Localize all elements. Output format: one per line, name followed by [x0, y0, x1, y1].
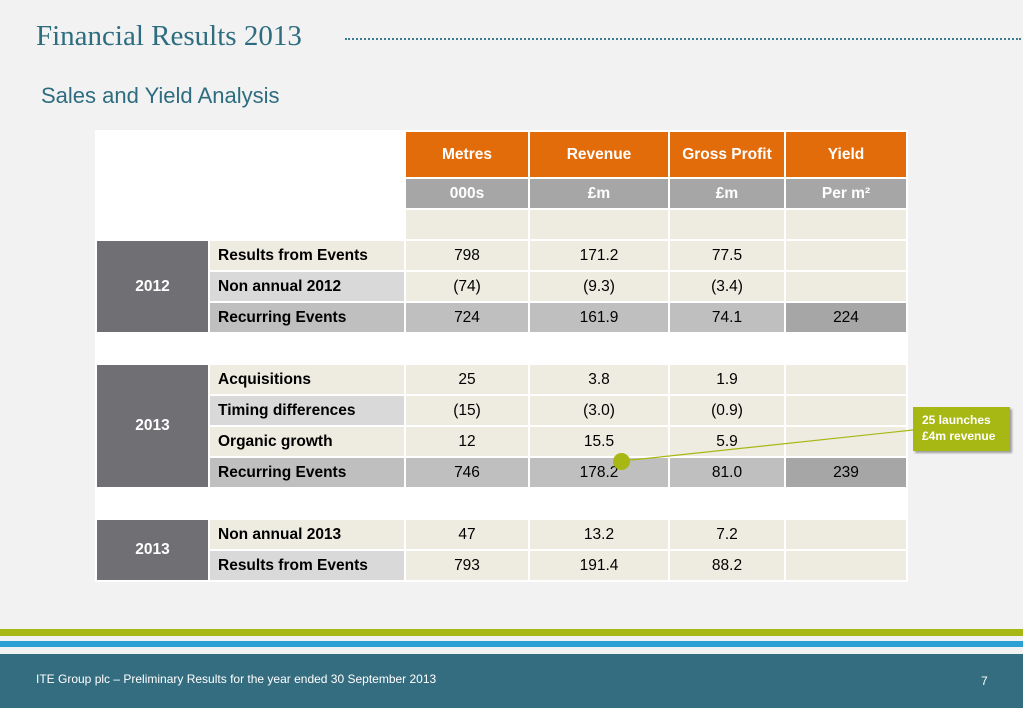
row-label: Results from Events [208, 549, 406, 582]
cell-metres: 12 [404, 425, 530, 458]
callout-box: 25 launches £4m revenue [913, 407, 1010, 451]
cell-metres: 746 [404, 456, 530, 489]
table-row: Recurring Events 724 161.9 74.1 224 [96, 301, 908, 334]
row-label: Acquisitions [208, 363, 406, 396]
table-header-row: Metres Revenue Gross Profit Yield [95, 130, 908, 241]
cell-metres: (15) [404, 394, 530, 427]
cell-revenue: 171.2 [528, 239, 670, 272]
table-row: Timing differences (15) (3.0) (0.9) [96, 394, 908, 427]
cell-revenue: 178.2 [528, 456, 670, 489]
year-label: 2013 [95, 363, 210, 489]
column-header: Gross Profit [668, 130, 786, 179]
column-unit: 000s [404, 177, 530, 210]
cell-revenue: 3.8 [528, 363, 670, 396]
cell-yield [784, 549, 908, 582]
cell-yield [784, 394, 908, 427]
cell-metres: 724 [404, 301, 530, 334]
year-label: 2013 [95, 518, 210, 582]
year-label: 2012 [95, 239, 210, 334]
row-label: Non annual 2013 [208, 518, 406, 551]
table-spacer-row [95, 332, 908, 365]
cell-yield [784, 363, 908, 396]
column-header: Yield [784, 130, 908, 179]
cell-yield [784, 239, 908, 272]
cell-revenue: (9.3) [528, 270, 670, 303]
table-row: Recurring Events 746 178.2 81.0 239 [96, 456, 908, 489]
section-subtitle: Sales and Yield Analysis [41, 83, 280, 108]
sales-yield-table: Metres Revenue Gross Profit Yield 000s £… [95, 130, 908, 582]
footer-bar [0, 654, 1023, 708]
row-label: Organic growth [208, 425, 406, 458]
cell-metres: (74) [404, 270, 530, 303]
row-label: Results from Events [208, 239, 406, 272]
table-row: 2013 Acquisitions 25 3.8 1.9 [95, 363, 908, 489]
column-unit: Per m² [784, 177, 908, 210]
cell-gross-profit: 77.5 [668, 239, 786, 272]
cell-metres: 793 [404, 549, 530, 582]
footer-text: ITE Group plc – Preliminary Results for … [36, 672, 437, 686]
callout-marker [613, 453, 630, 470]
cell-revenue: 13.2 [528, 518, 670, 551]
table-corner [95, 130, 406, 241]
row-label: Recurring Events [208, 456, 406, 489]
page-title: Financial Results 2013 [36, 20, 302, 52]
table-blank-row [96, 208, 908, 241]
cell-metres: 798 [404, 239, 530, 272]
footer-blue-band [0, 641, 1023, 647]
page-number: 7 [981, 674, 988, 688]
cell-revenue: 161.9 [528, 301, 670, 334]
cell-yield [784, 270, 908, 303]
cell-revenue: 15.5 [528, 425, 670, 458]
column-unit: £m [528, 177, 670, 210]
title-divider [345, 38, 1021, 40]
row-label: Recurring Events [208, 301, 406, 334]
cell-yield: 224 [784, 301, 908, 334]
cell-gross-profit: 74.1 [668, 301, 786, 334]
cell-gross-profit: (0.9) [668, 394, 786, 427]
cell-gross-profit: 5.9 [668, 425, 786, 458]
row-label: Non annual 2012 [208, 270, 406, 303]
cell-gross-profit: 7.2 [668, 518, 786, 551]
callout-line-1: 25 launches [922, 413, 991, 427]
cell-gross-profit: 88.2 [668, 549, 786, 582]
cell-metres: 47 [404, 518, 530, 551]
callout-line-2: £4m revenue [922, 429, 996, 443]
column-header: Metres [404, 130, 530, 179]
cell-gross-profit: 1.9 [668, 363, 786, 396]
table-row: 2012 Results from Events 798 171.2 77.5 [95, 239, 908, 334]
cell-gross-profit: (3.4) [668, 270, 786, 303]
column-unit: £m [668, 177, 786, 210]
table-row: Results from Events 793 191.4 88.2 [96, 549, 908, 582]
row-label: Timing differences [208, 394, 406, 427]
table-spacer-row [95, 487, 908, 520]
column-header: Revenue [528, 130, 670, 179]
footer-green-band [0, 629, 1023, 636]
table-row: 2013 Non annual 2013 47 13.2 7.2 [95, 518, 908, 582]
table-row: Non annual 2012 (74) (9.3) (3.4) [96, 270, 908, 303]
cell-yield [784, 518, 908, 551]
table-unit-row: 000s £m £m Per m² [96, 177, 908, 210]
cell-revenue: 191.4 [528, 549, 670, 582]
cell-yield: 239 [784, 456, 908, 489]
cell-gross-profit: 81.0 [668, 456, 786, 489]
cell-metres: 25 [404, 363, 530, 396]
cell-revenue: (3.0) [528, 394, 670, 427]
